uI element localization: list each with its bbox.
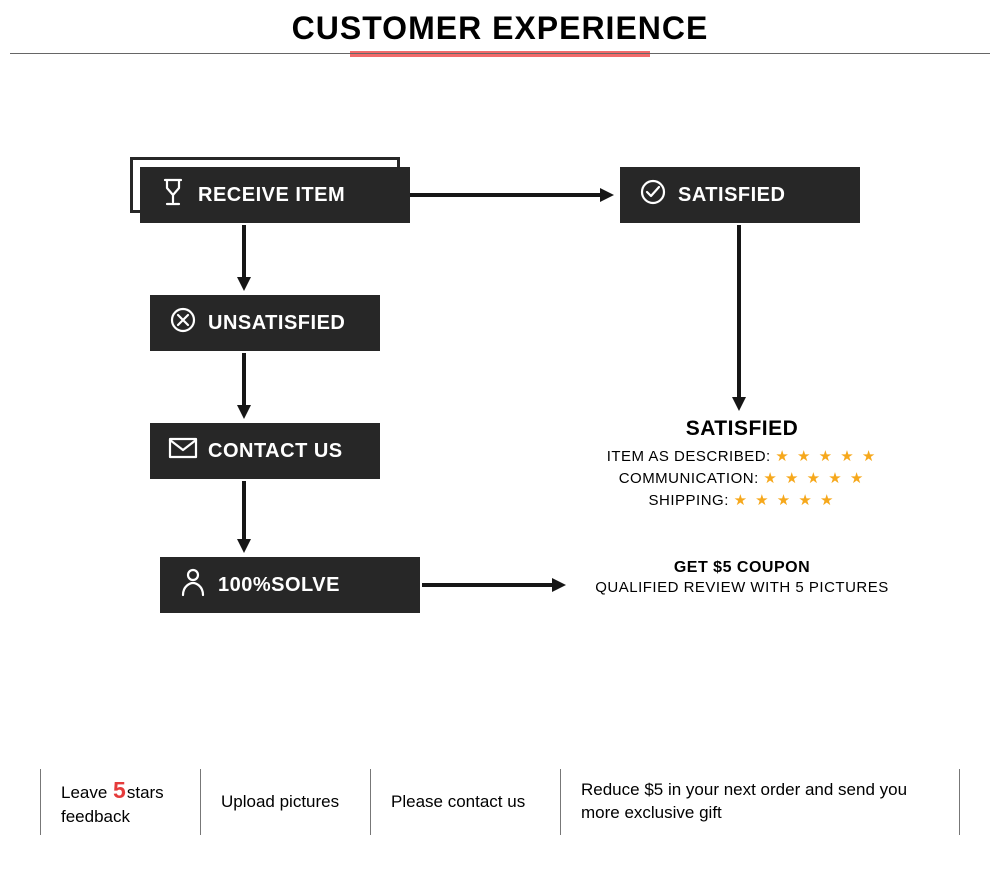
person-icon (178, 567, 208, 603)
flow-arrow (234, 481, 254, 553)
header: CUSTOMER EXPERIENCE (10, 10, 990, 57)
star-icon: ★ ★ ★ ★ ★ (734, 492, 836, 509)
check-icon (638, 178, 668, 212)
five-star-number: 5 (112, 777, 127, 803)
page-title: CUSTOMER EXPERIENCE (10, 10, 990, 53)
flow-arrow (422, 575, 566, 595)
rating-line: ITEM AS DESCRIBED: ★ ★ ★ ★ ★ (572, 447, 912, 465)
node-contact: CONTACT US (150, 423, 380, 479)
title-underline (350, 51, 650, 57)
footer-cell: Reduce $5 in your next order and send yo… (560, 769, 960, 835)
rating-line: SHIPPING: ★ ★ ★ ★ ★ (572, 491, 912, 509)
flow-arrow (234, 353, 254, 419)
coupon-sub: QUALIFIED REVIEW WITH 5 PICTURES (572, 579, 912, 596)
star-icon: ★ ★ ★ ★ ★ (775, 448, 877, 465)
node-satisfied: SATISFIED (620, 167, 860, 223)
cup-icon (158, 177, 188, 213)
footer-cell: Upload pictures (200, 769, 370, 835)
ratings-block: SATISFIEDITEM AS DESCRIBED: ★ ★ ★ ★ ★COM… (572, 417, 912, 513)
rating-label: SHIPPING: (649, 492, 729, 509)
node-label: UNSATISFIED (208, 312, 345, 335)
star-icon: ★ ★ ★ ★ ★ (763, 470, 865, 487)
node-label: CONTACT US (208, 440, 343, 463)
footer-cell: Leave 5stars feedback (40, 769, 200, 835)
coupon-block: GET $5 COUPON QUALIFIED REVIEW WITH 5 PIC… (572, 559, 912, 596)
envelope-icon (168, 437, 198, 465)
node-label: RECEIVE ITEM (198, 184, 345, 207)
coupon-heading: GET $5 COUPON (572, 559, 912, 577)
rating-line: COMMUNICATION: ★ ★ ★ ★ ★ (572, 469, 912, 487)
node-label: 100%SOLVE (218, 574, 340, 597)
node-label: SATISFIED (678, 184, 785, 207)
cross-icon (168, 306, 198, 340)
title-rule (10, 53, 990, 54)
ratings-heading: SATISFIED (572, 417, 912, 441)
footer-steps: Leave 5stars feedback Upload picturesPlea… (40, 769, 960, 835)
rating-label: COMMUNICATION: (619, 470, 759, 487)
node-receive: RECEIVE ITEM (140, 167, 410, 223)
footer-cell: Please contact us (370, 769, 560, 835)
flow-arrow (729, 225, 749, 411)
flow-arrow (234, 225, 254, 291)
rating-label: ITEM AS DESCRIBED: (607, 448, 771, 465)
node-unsat: UNSATISFIED (150, 295, 380, 351)
flow-arrow (410, 185, 614, 205)
flow-diagram: RECEIVE ITEM SATISFIED UNSATISFIED CONTACT … (130, 155, 900, 695)
node-solve: 100%SOLVE (160, 557, 420, 613)
footer-cell-text: Leave 5stars feedback (61, 775, 164, 829)
